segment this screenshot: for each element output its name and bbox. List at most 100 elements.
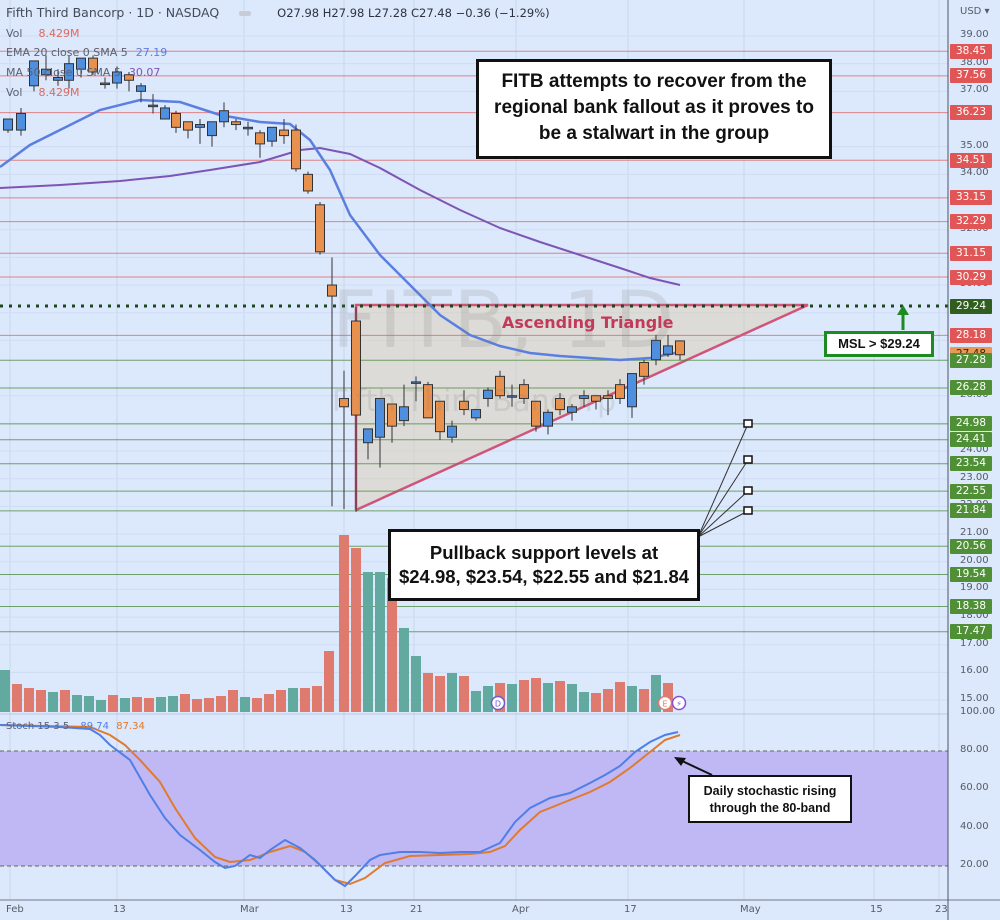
price-level-tag: 29.24 (950, 298, 992, 314)
event-badge-icon (490, 695, 506, 711)
event-badge-icon (671, 695, 687, 711)
candle-body (567, 406, 577, 413)
candle-body (579, 395, 589, 399)
event-badge-label: E (662, 700, 667, 709)
candle-body (267, 126, 277, 142)
price-level-tag: 27.28 (950, 352, 992, 368)
candle-body (363, 428, 373, 444)
legend-volume-2[interactable]: Vol 8.429M (6, 86, 79, 99)
time-tick: 21 (410, 904, 423, 915)
volume-bar (567, 684, 577, 712)
stoch-tick: 80.00 (960, 744, 989, 755)
legend-value: 27.19 (135, 46, 168, 59)
candle-body (291, 129, 301, 170)
candle-body (471, 409, 481, 419)
candle-body (219, 110, 229, 123)
currency-dropdown[interactable]: USD ▾ (960, 6, 990, 17)
volume-bar (108, 695, 118, 712)
candle-body (195, 124, 205, 128)
candle-body (183, 121, 193, 131)
volume-bar (36, 690, 46, 712)
price-level-tag: 23.54 (950, 456, 992, 472)
volume-bar (132, 697, 142, 712)
candle-body (519, 384, 529, 399)
headline-annotation: FITB attempts to recover from the region… (476, 59, 832, 159)
price-level-tag: 34.51 (950, 152, 992, 168)
price-level-tag: 17.47 (950, 624, 992, 640)
candle-body (351, 320, 361, 416)
callout-connector (697, 510, 749, 538)
collapse-legend-icon[interactable] (239, 11, 252, 16)
candle-body (315, 204, 325, 253)
volume-bar (363, 572, 373, 712)
volume-bar (120, 698, 130, 712)
volume-bar (156, 697, 166, 712)
annotation-line: be a stalwart in the group (538, 123, 770, 144)
time-tick: 23 (935, 904, 948, 915)
candle-body (375, 397, 385, 438)
price-tick: 19.00 (960, 582, 989, 594)
volume-bar (216, 696, 226, 712)
volume-bar (591, 693, 601, 712)
volume-bar (507, 684, 517, 712)
volume-bar (60, 690, 70, 712)
candle-body (160, 107, 170, 120)
watermark-name: Fifth Third Bancorp (332, 384, 617, 419)
support-annotation: Pullback support levels at $24.98, $23.5… (388, 529, 700, 601)
candle-body (76, 57, 86, 70)
stoch-arrow-head (674, 757, 686, 766)
candle-body (507, 395, 517, 398)
volume-bar (240, 697, 250, 712)
volume-bar (12, 684, 22, 712)
price-tick: 24.00 (960, 444, 989, 456)
price-tick: 23.00 (960, 471, 989, 483)
candle-body (555, 397, 565, 411)
candle-body (53, 77, 63, 81)
price-level-tag: 31.15 (950, 245, 992, 261)
price-level-tag: 20.56 (950, 538, 992, 554)
candle-body (207, 121, 217, 137)
legend-stochastic[interactable]: Stoch 15 3 5 89.74 87.34 (6, 721, 145, 732)
volume-bar (24, 688, 34, 712)
msl-annotation: MSL > $29.24 (824, 331, 934, 357)
volume-bar (555, 681, 565, 712)
candle-body (303, 173, 313, 192)
volume-bar (387, 578, 397, 712)
legend-volume[interactable]: Vol 8.429M (6, 27, 79, 40)
volume-bar (651, 675, 661, 712)
volume-bar (639, 689, 649, 712)
candle-body (41, 68, 51, 76)
candle-body (435, 400, 445, 433)
candle-body (447, 425, 457, 438)
stoch-tick: 100.00 (960, 705, 995, 717)
volume-bar (72, 695, 82, 712)
callout-connector (697, 459, 749, 538)
legend-ema[interactable]: EMA 20 close 0 SMA 5 27.19 (6, 46, 167, 59)
candle-body (136, 85, 146, 92)
price-level-tag: 19.54 (950, 566, 992, 582)
volume-bar (84, 696, 94, 712)
stoch-k-value: 89.74 (80, 721, 110, 732)
price-level-tag: 38.45 (950, 43, 992, 59)
legend-ma[interactable]: MA 50 close 0 SMA 5 30.07 (6, 66, 160, 79)
volume-bar (519, 680, 529, 712)
time-tick: 15 (870, 904, 883, 915)
candle-body (543, 411, 553, 427)
legend-label: EMA 20 close 0 SMA 5 (6, 46, 128, 59)
price-tick: 38.00 (960, 56, 989, 68)
volume-bar (447, 673, 457, 712)
candle-body (615, 384, 625, 399)
price-level-tag: 24.98 (950, 416, 992, 432)
callout-connector (697, 490, 749, 538)
event-badge-label: D (495, 700, 501, 709)
price-tick: 34.00 (960, 167, 989, 179)
volume-bar (411, 656, 421, 712)
candle-body (603, 395, 613, 399)
candle-body (112, 71, 122, 84)
price-level-tag: 30.29 (950, 269, 992, 285)
price-tick: 18.00 (960, 610, 989, 622)
volume-bar (312, 686, 322, 712)
stoch-k-line (0, 724, 679, 888)
price-level-tag: 33.15 (950, 190, 992, 206)
